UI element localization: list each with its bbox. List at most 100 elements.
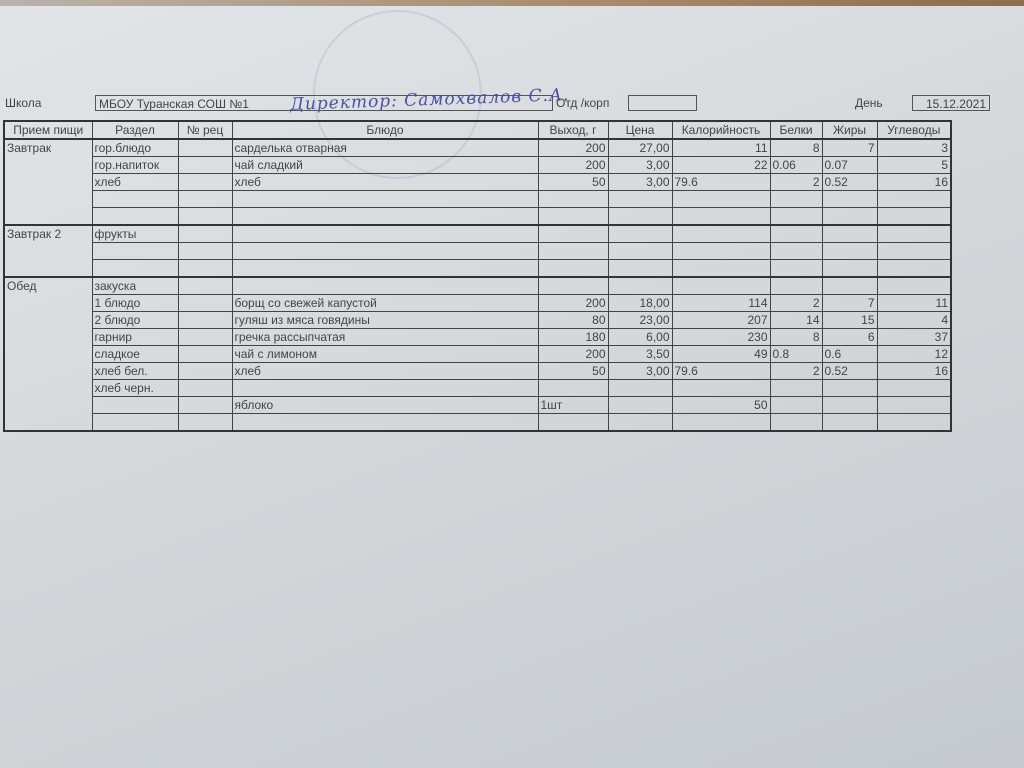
- table-row: 2 блюдо гуляш из мяса говядины 80 23,00 207 1…: [4, 311, 952, 329]
- table-row: Завтрак гор.блюдо сарделька отварная 200 27,…: [3, 138, 952, 226]
- column-header: Калорийность: [671, 120, 771, 140]
- cell-price: [607, 379, 673, 397]
- column-header: Углеводы: [876, 120, 952, 140]
- cell-recipe-no: [177, 328, 233, 346]
- school-field: МБОУ Туранская СОШ №1: [95, 95, 553, 111]
- cell-section: закуска: [91, 276, 179, 295]
- cell-recipe-no: [177, 345, 233, 363]
- cell-dish: чай сладкий: [231, 156, 539, 174]
- cell-fat: 0.52: [821, 362, 878, 380]
- cell-fat: [821, 379, 878, 397]
- cell-protein: 0.06: [769, 156, 823, 174]
- cell-price: [607, 190, 673, 208]
- cell-dish: борщ со свежей капустой: [231, 294, 539, 312]
- cell-yield: [537, 379, 609, 397]
- cell-recipe-no: [177, 138, 233, 157]
- table-row: 1 блюдо борщ со свежей капустой 200 18,00 11…: [4, 294, 952, 312]
- cell-fat: 0.6: [821, 345, 878, 363]
- cell-carbs: 4: [876, 311, 952, 329]
- cell-price: [607, 242, 673, 260]
- cell-price: [607, 413, 673, 432]
- cell-dish: [231, 207, 539, 226]
- cell-price: [607, 276, 673, 295]
- cell-yield: 180: [537, 328, 609, 346]
- cell-price: 3,00: [607, 362, 673, 380]
- table-row: сладкое чай с лимоном 200 3,50 49 0.8 0.6 12: [4, 345, 952, 363]
- cell-protein: 2: [769, 294, 823, 312]
- cell-calories: 50: [671, 396, 771, 414]
- cell-calories: [671, 379, 771, 397]
- cell-price: 23,00: [607, 311, 673, 329]
- cell-dish: гуляш из мяса говядины: [231, 311, 539, 329]
- cell-carbs: [876, 207, 952, 226]
- cell-recipe-no: [177, 242, 233, 260]
- cell-section: гор.напиток: [91, 156, 179, 174]
- cell-protein: 8: [769, 328, 823, 346]
- cell-carbs: 12: [876, 345, 952, 363]
- cell-recipe-no: [177, 413, 233, 432]
- cell-section: фрукты: [91, 224, 179, 243]
- cell-carbs: 16: [876, 173, 952, 191]
- cell-yield: 50: [537, 362, 609, 380]
- table-row: Завтрак 2 фрукты: [3, 224, 952, 278]
- cell-dish: [231, 379, 539, 397]
- cell-fat: [821, 396, 878, 414]
- cell-calories: 207: [671, 311, 771, 329]
- cell-fat: 6: [821, 328, 878, 346]
- table-row: гор.напиток чай сладкий 200 3,00 22 0.06 0.07 5: [4, 156, 952, 174]
- cell-dish: [231, 259, 539, 278]
- cell-calories: 230: [671, 328, 771, 346]
- cell-protein: [769, 190, 823, 208]
- cell-dish: хлеб: [231, 362, 539, 380]
- cell-yield: [537, 190, 609, 208]
- cell-dish: гречка рассыпчатая: [231, 328, 539, 346]
- cell-recipe-no: [177, 396, 233, 414]
- cell-carbs: 16: [876, 362, 952, 380]
- cell-fat: 15: [821, 311, 878, 329]
- cell-recipe-no: [177, 259, 233, 278]
- cell-price: [607, 224, 673, 243]
- cell-dish: [231, 413, 539, 432]
- cell-price: 27,00: [607, 138, 673, 157]
- cell-carbs: [876, 259, 952, 278]
- meal-cell: Завтрак 2: [3, 224, 93, 278]
- cell-protein: [769, 259, 823, 278]
- cell-protein: [769, 207, 823, 226]
- table-row: [4, 242, 952, 260]
- meal-cell: Завтрак: [3, 138, 93, 226]
- cell-price: [607, 207, 673, 226]
- cell-yield: 200: [537, 138, 609, 157]
- menu-table: Прием пищи Раздел № рец Блюдо Выход, г Цена Ка…: [3, 120, 952, 432]
- column-header: Цена: [607, 120, 673, 140]
- cell-protein: 2: [769, 362, 823, 380]
- cell-calories: [671, 413, 771, 432]
- day-label: День: [855, 96, 883, 110]
- cell-dish: яблоко: [231, 396, 539, 414]
- cell-carbs: [876, 396, 952, 414]
- cell-carbs: [876, 276, 952, 295]
- day-field: 15.12.2021: [912, 95, 990, 111]
- cell-section: [91, 413, 179, 432]
- cell-protein: [769, 396, 823, 414]
- table-row: хлеб черн.: [4, 379, 952, 397]
- cell-calories: [671, 207, 771, 226]
- cell-fat: 7: [821, 294, 878, 312]
- cell-yield: [537, 413, 609, 432]
- cell-calories: 49: [671, 345, 771, 363]
- cell-dish: хлеб: [231, 173, 539, 191]
- cell-yield: [537, 207, 609, 226]
- cell-recipe-no: [177, 207, 233, 226]
- cell-price: 6,00: [607, 328, 673, 346]
- cell-fat: 7: [821, 138, 878, 157]
- column-header: Блюдо: [231, 120, 539, 140]
- cell-dish: [231, 276, 539, 295]
- cell-section: [91, 242, 179, 260]
- cell-section: сладкое: [91, 345, 179, 363]
- table-row: [4, 207, 952, 226]
- cell-dish: [231, 242, 539, 260]
- cell-yield: 200: [537, 345, 609, 363]
- table-row: [4, 190, 952, 208]
- cell-calories: [671, 276, 771, 295]
- cell-carbs: 11: [876, 294, 952, 312]
- table-edge-background: [0, 0, 1024, 8]
